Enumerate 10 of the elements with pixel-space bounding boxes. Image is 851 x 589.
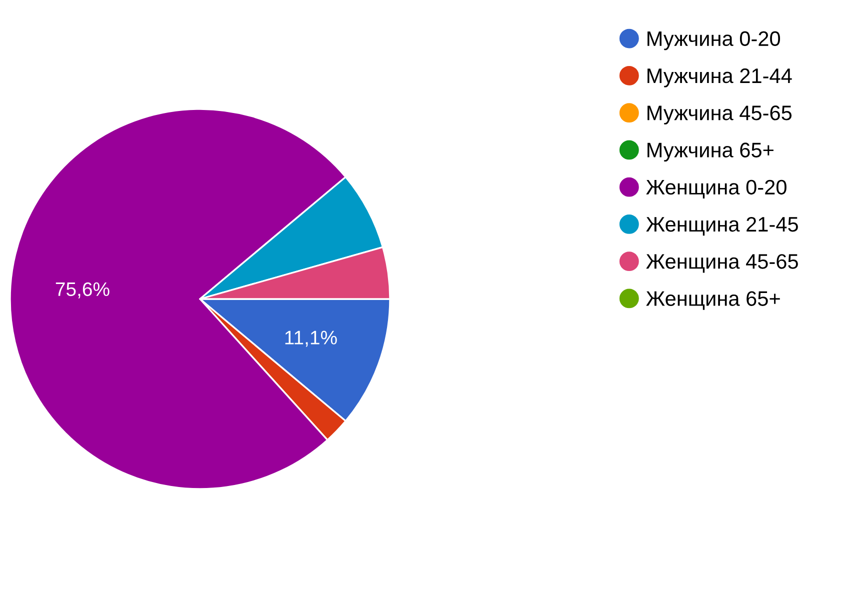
legend-label: Женщина 21-45 [646, 216, 798, 236]
legend-label: Женщина 0-20 [646, 180, 786, 199]
legend-label: Женщина 65+ [646, 291, 780, 310]
data-label: 75,6% [56, 282, 110, 298]
legend-label: Мужчина 21-44 [648, 68, 792, 88]
data-label: 11,1% [285, 330, 337, 347]
legend-label: Мужчина 0-20 [648, 31, 780, 50]
legend-label: Женщина 45-65 [646, 254, 798, 273]
legend-label: Мужчина 65+ [648, 142, 774, 162]
legend-label: Мужчина 45-65 [648, 106, 792, 124]
